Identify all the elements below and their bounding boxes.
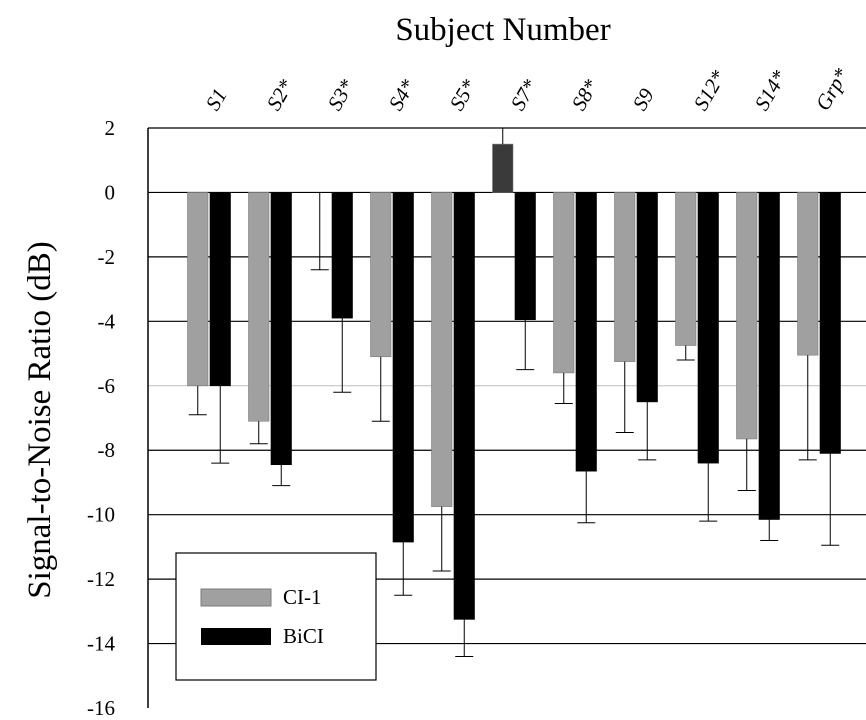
error-bars bbox=[188, 127, 840, 657]
category-label: S12* bbox=[689, 66, 731, 115]
bar-bici bbox=[697, 192, 719, 464]
legend: CI-1 BiCI bbox=[175, 552, 377, 681]
y-tick-labels: 2 0 -2 -4 -6 -8 -10 -12 -14 -16 bbox=[87, 116, 115, 720]
y-tick-label: -4 bbox=[98, 309, 116, 333]
y-tick-label: -12 bbox=[87, 567, 115, 591]
bar-ci1 bbox=[614, 192, 636, 362]
category-label: S1 bbox=[201, 84, 232, 114]
bar-ci1 bbox=[553, 192, 575, 374]
y-tick-label: 2 bbox=[105, 116, 116, 140]
legend-label-ci1: CI-1 bbox=[283, 585, 322, 609]
legend-swatch-ci1 bbox=[200, 588, 272, 607]
bar-bici bbox=[575, 192, 597, 472]
bar-bici bbox=[331, 192, 353, 319]
bar-ci1 bbox=[797, 192, 819, 356]
y-tick-label: -14 bbox=[87, 632, 115, 656]
category-label: S4* bbox=[384, 75, 421, 115]
bar-ci1 bbox=[492, 143, 514, 193]
category-label: S2* bbox=[262, 75, 299, 115]
category-label: S8* bbox=[567, 75, 604, 115]
bar-bici bbox=[819, 192, 841, 454]
category-labels: S1 S2* S3* S4* S5* S7* S8* S9 S12* S14* Grp* bbox=[201, 64, 854, 115]
bar-ci1 bbox=[370, 192, 392, 358]
y-tick-label: -10 bbox=[87, 503, 115, 527]
bar-bici bbox=[758, 192, 780, 520]
bar-ci1 bbox=[431, 192, 453, 507]
y-tick-label: 0 bbox=[105, 180, 116, 204]
bar-ci1 bbox=[187, 192, 209, 387]
bar-bici bbox=[392, 192, 414, 543]
bar-ci1 bbox=[736, 192, 758, 440]
y-axis-label: Signal-to-Noise Ratio (dB) bbox=[22, 241, 58, 598]
y-tick-label: -8 bbox=[98, 438, 116, 462]
bar-bici bbox=[636, 192, 658, 403]
y-tick-label: -6 bbox=[98, 374, 116, 398]
y-tick-label: -16 bbox=[87, 696, 115, 720]
legend-swatch-bici bbox=[201, 628, 271, 645]
bar-ci1 bbox=[248, 192, 270, 422]
bar-bici bbox=[453, 192, 475, 620]
bar-bici bbox=[209, 192, 231, 387]
category-label: S9 bbox=[628, 84, 660, 115]
chart-title: Subject Number bbox=[395, 12, 610, 48]
category-label: S7* bbox=[506, 75, 543, 115]
bar-ci1 bbox=[675, 192, 697, 346]
category-label: Grp* bbox=[811, 64, 854, 115]
category-label: S5* bbox=[445, 75, 482, 115]
y-tick-label: -2 bbox=[98, 245, 116, 269]
legend-box bbox=[175, 552, 377, 681]
category-label: S14* bbox=[750, 66, 792, 115]
legend-label-bici: BiCI bbox=[283, 624, 324, 648]
bar-bici bbox=[270, 192, 292, 466]
bars bbox=[187, 143, 841, 620]
category-label: S3* bbox=[323, 75, 360, 115]
bar-bici bbox=[514, 192, 536, 321]
